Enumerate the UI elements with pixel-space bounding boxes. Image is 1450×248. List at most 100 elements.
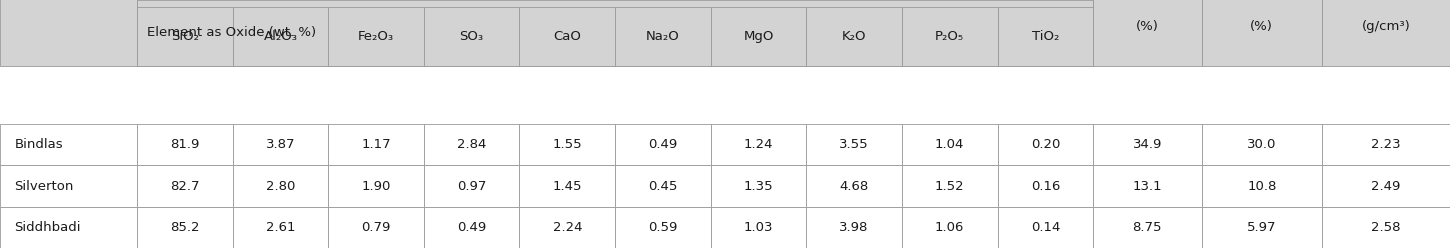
Text: Silverton: Silverton xyxy=(14,180,74,192)
Bar xyxy=(423,7,519,66)
Bar xyxy=(710,165,806,207)
Text: SiO₂: SiO₂ xyxy=(171,30,199,43)
Bar xyxy=(328,207,423,248)
Bar xyxy=(1202,0,1322,66)
Text: Bindlas: Bindlas xyxy=(14,138,64,151)
Text: 3.55: 3.55 xyxy=(840,138,869,151)
Bar xyxy=(710,124,806,165)
Bar xyxy=(328,7,423,66)
Bar xyxy=(232,124,328,165)
Bar xyxy=(806,165,902,207)
Text: 0.16: 0.16 xyxy=(1031,180,1060,192)
Bar xyxy=(902,207,998,248)
Text: 1.04: 1.04 xyxy=(935,138,964,151)
Bar xyxy=(519,7,615,66)
Text: 1.06: 1.06 xyxy=(935,221,964,234)
Text: Na₂O: Na₂O xyxy=(647,30,680,43)
Bar xyxy=(423,207,519,248)
Text: 2.23: 2.23 xyxy=(1372,138,1401,151)
Bar xyxy=(1093,0,1202,66)
Text: 2.58: 2.58 xyxy=(1372,221,1401,234)
Bar xyxy=(1322,124,1450,165)
Text: 4.68: 4.68 xyxy=(840,180,869,192)
Bar xyxy=(519,165,615,207)
Text: 0.59: 0.59 xyxy=(648,221,677,234)
Bar xyxy=(1322,0,1450,66)
Text: 2.84: 2.84 xyxy=(457,138,486,151)
Text: TiO₂: TiO₂ xyxy=(1031,30,1058,43)
Bar xyxy=(615,207,710,248)
Text: 2.49: 2.49 xyxy=(1372,180,1401,192)
Bar xyxy=(998,124,1093,165)
Bar xyxy=(0,165,136,207)
Bar xyxy=(0,124,136,165)
Text: CaO: CaO xyxy=(554,30,581,43)
Bar xyxy=(1093,124,1202,165)
Bar xyxy=(136,207,232,248)
Text: 0.97: 0.97 xyxy=(457,180,486,192)
Bar xyxy=(1202,124,1322,165)
Text: SO₃: SO₃ xyxy=(460,30,484,43)
Bar xyxy=(710,207,806,248)
Bar xyxy=(998,7,1093,66)
Text: (g/cm³): (g/cm³) xyxy=(1362,20,1411,32)
Text: 1.55: 1.55 xyxy=(552,138,581,151)
Bar xyxy=(136,7,232,66)
Text: 0.79: 0.79 xyxy=(361,221,390,234)
Text: Element as Oxide (wt. %): Element as Oxide (wt. %) xyxy=(146,26,316,39)
Bar xyxy=(1093,165,1202,207)
Text: 30.0: 30.0 xyxy=(1247,138,1276,151)
Bar xyxy=(136,165,232,207)
Text: 1.03: 1.03 xyxy=(744,221,773,234)
Text: Fe₂O₃: Fe₂O₃ xyxy=(358,30,394,43)
Bar xyxy=(328,165,423,207)
Bar xyxy=(902,124,998,165)
Text: 3.87: 3.87 xyxy=(265,138,296,151)
Text: 85.2: 85.2 xyxy=(170,221,200,234)
Bar xyxy=(902,165,998,207)
Text: (%): (%) xyxy=(1135,20,1159,32)
Bar xyxy=(1093,207,1202,248)
Text: 34.9: 34.9 xyxy=(1132,138,1161,151)
Bar xyxy=(519,124,615,165)
Text: K₂O: K₂O xyxy=(842,30,866,43)
Bar xyxy=(615,7,710,66)
Text: 3.98: 3.98 xyxy=(840,221,869,234)
Bar xyxy=(998,207,1093,248)
Text: 82.7: 82.7 xyxy=(170,180,200,192)
Text: (%): (%) xyxy=(1250,20,1273,32)
Text: 0.49: 0.49 xyxy=(648,138,677,151)
Bar xyxy=(423,165,519,207)
Text: 1.45: 1.45 xyxy=(552,180,581,192)
Bar xyxy=(615,165,710,207)
Text: 2.24: 2.24 xyxy=(552,221,581,234)
Text: 13.1: 13.1 xyxy=(1132,180,1161,192)
Text: 1.90: 1.90 xyxy=(361,180,390,192)
Text: 10.8: 10.8 xyxy=(1247,180,1276,192)
Bar xyxy=(423,124,519,165)
Bar xyxy=(1322,207,1450,248)
Text: Siddhbadi: Siddhbadi xyxy=(14,221,81,234)
Bar xyxy=(806,207,902,248)
Bar xyxy=(998,165,1093,207)
Text: 2.61: 2.61 xyxy=(265,221,296,234)
Text: 5.97: 5.97 xyxy=(1247,221,1276,234)
Bar xyxy=(1322,165,1450,207)
Text: 1.35: 1.35 xyxy=(744,180,773,192)
Bar xyxy=(710,7,806,66)
Text: Al₂O₃: Al₂O₃ xyxy=(264,30,297,43)
Bar xyxy=(902,7,998,66)
Text: 1.52: 1.52 xyxy=(935,180,964,192)
Bar xyxy=(136,124,232,165)
Bar xyxy=(806,7,902,66)
Text: 0.49: 0.49 xyxy=(457,221,486,234)
Text: 8.75: 8.75 xyxy=(1132,221,1161,234)
Text: 0.20: 0.20 xyxy=(1031,138,1060,151)
Bar xyxy=(136,0,1093,66)
Text: 1.17: 1.17 xyxy=(361,138,392,151)
Text: 2.80: 2.80 xyxy=(265,180,296,192)
Bar xyxy=(0,207,136,248)
Bar xyxy=(232,207,328,248)
Text: P₂O₅: P₂O₅ xyxy=(935,30,964,43)
Bar xyxy=(232,7,328,66)
